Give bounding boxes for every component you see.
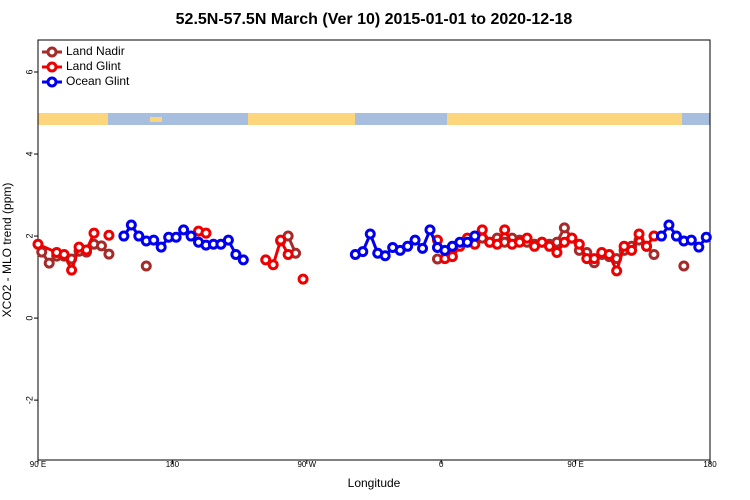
land-map-strip bbox=[38, 113, 710, 125]
data-point bbox=[170, 231, 182, 243]
data-point bbox=[237, 254, 249, 266]
ocean-strip bbox=[108, 113, 248, 125]
data-point bbox=[700, 231, 712, 243]
y-tick-label: -2 bbox=[24, 396, 34, 404]
legend-marker bbox=[46, 61, 58, 73]
data-point bbox=[424, 224, 436, 236]
data-point bbox=[118, 230, 130, 242]
data-point bbox=[469, 230, 481, 242]
data-point bbox=[178, 224, 190, 236]
data-point bbox=[58, 249, 70, 261]
data-point bbox=[402, 240, 414, 252]
data-point bbox=[626, 244, 638, 256]
data-point bbox=[558, 222, 570, 234]
y-tick-label: 6 bbox=[24, 69, 34, 74]
x-axis-label: Longitude bbox=[348, 476, 401, 490]
data-point bbox=[133, 230, 145, 242]
data-point bbox=[267, 259, 279, 271]
y-axis-label: XCO2 - MLO trend (ppm) bbox=[0, 183, 14, 318]
legend-label: Ocean Glint bbox=[66, 74, 130, 88]
data-point bbox=[670, 230, 682, 242]
data-point bbox=[499, 224, 511, 236]
chart-title: 52.5N-57.5N March (Ver 10) 2015-01-01 to… bbox=[176, 11, 573, 28]
data-point bbox=[230, 249, 242, 261]
x-tick-label: 0 bbox=[439, 460, 444, 469]
land-strip bbox=[150, 117, 162, 122]
ocean-strip bbox=[682, 113, 710, 125]
data-point bbox=[140, 260, 152, 272]
data-point bbox=[103, 248, 115, 260]
ocean-strip bbox=[355, 113, 447, 125]
y-tick-label: 4 bbox=[24, 152, 34, 157]
data-point bbox=[275, 234, 287, 246]
data-point bbox=[588, 253, 600, 265]
data-point bbox=[648, 249, 660, 261]
data-point bbox=[379, 250, 391, 262]
data-point bbox=[611, 265, 623, 277]
data-point bbox=[364, 228, 376, 240]
data-point bbox=[357, 246, 369, 258]
legend-marker bbox=[46, 76, 58, 88]
data-point bbox=[551, 246, 563, 258]
data-point bbox=[633, 228, 645, 240]
data-point bbox=[409, 234, 421, 246]
legend-marker bbox=[46, 46, 58, 58]
data-point bbox=[603, 249, 615, 261]
data-point bbox=[566, 232, 578, 244]
data-point bbox=[81, 244, 93, 256]
data-point bbox=[693, 241, 705, 253]
data-point bbox=[543, 240, 555, 252]
legend-label: Land Glint bbox=[66, 59, 121, 73]
data-point bbox=[641, 240, 653, 252]
data-point bbox=[103, 229, 115, 241]
data-point bbox=[678, 260, 690, 272]
data-point bbox=[125, 219, 137, 231]
x-tick-label: 90 E bbox=[30, 460, 46, 469]
data-point bbox=[446, 251, 458, 263]
data-point bbox=[476, 224, 488, 236]
data-point bbox=[297, 273, 309, 285]
y-tick-label: 2 bbox=[24, 234, 34, 239]
x-tick-label: 90 E bbox=[567, 460, 583, 469]
data-point bbox=[573, 238, 585, 250]
data-point bbox=[663, 219, 675, 231]
data-point bbox=[222, 234, 234, 246]
x-tick-label: 90 W bbox=[297, 460, 316, 469]
data-point bbox=[200, 227, 212, 239]
data-point bbox=[521, 232, 533, 244]
data-point bbox=[148, 234, 160, 246]
data-point bbox=[155, 241, 167, 253]
data-point bbox=[685, 234, 697, 246]
data-point bbox=[461, 236, 473, 248]
data-point bbox=[417, 242, 429, 254]
data-point bbox=[491, 238, 503, 250]
data-point bbox=[88, 227, 100, 239]
legend-label: Land Nadir bbox=[66, 44, 125, 58]
x-tick-label: 180 bbox=[703, 460, 717, 469]
data-point bbox=[43, 257, 55, 269]
y-tick-label: 0 bbox=[24, 316, 34, 321]
data-point bbox=[282, 249, 294, 261]
data-point bbox=[66, 264, 78, 276]
data-point bbox=[32, 238, 44, 250]
data-point bbox=[655, 230, 667, 242]
data-point bbox=[260, 254, 272, 266]
data-point bbox=[95, 240, 107, 252]
x-tick-label: 180 bbox=[166, 460, 180, 469]
data-point bbox=[185, 230, 197, 242]
